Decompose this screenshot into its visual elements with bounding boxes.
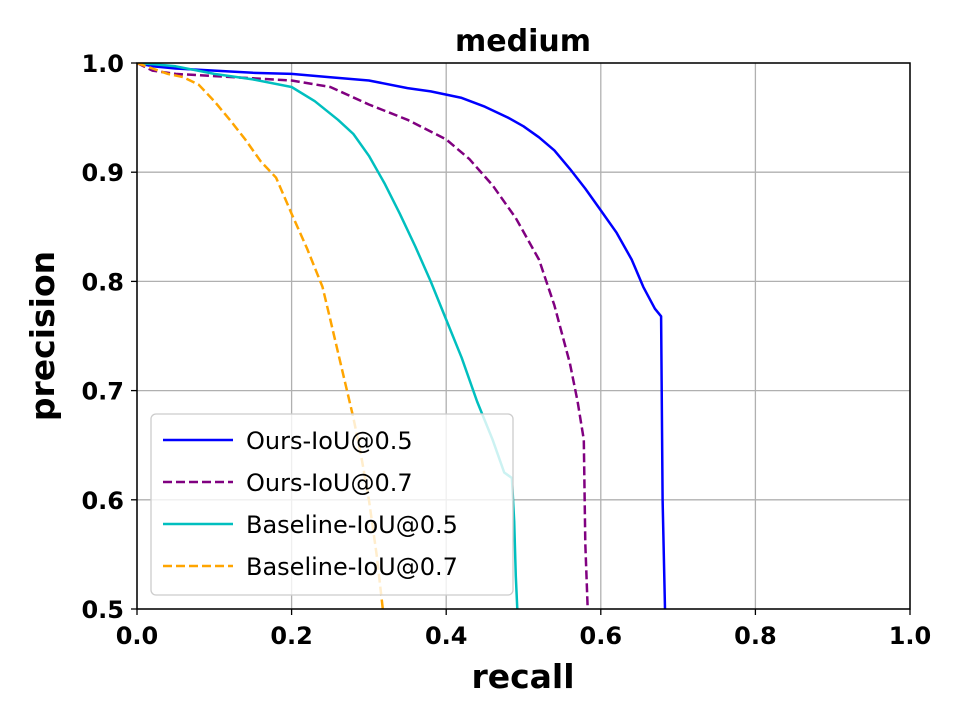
x-tick-label: 0.4 [425,622,468,650]
chart-title: medium [455,24,591,59]
x-tick-label: 0.8 [734,622,777,650]
y-axis-label: precision [23,251,62,421]
x-tick-label: 0.6 [580,622,623,650]
series-line-2 [137,63,589,609]
x-axis-label: recall [471,657,574,696]
plot-frame [136,62,911,610]
y-tick-label: 0.6 [81,487,124,515]
legend-box [150,413,514,596]
x-tick-label: 1.0 [889,622,932,650]
y-tick-label: 1.0 [81,50,124,78]
x-tick-label: 0.0 [116,622,159,650]
y-tick-label: 0.9 [81,159,124,187]
legend-label-4: Baseline-IoU@0.7 [246,553,458,581]
x-ticks: 0.0 0.2 0.4 0.6 0.8 1.0 [116,609,932,650]
series-line-4 [137,63,385,609]
legend-label-3: Baseline-IoU@0.5 [246,511,458,539]
series-line-1 [137,63,667,609]
y-tick-label: 0.5 [81,596,124,624]
legend-label-1: Ours-IoU@0.5 [246,427,413,455]
legend-label-2: Ours-IoU@0.7 [246,469,413,497]
y-ticks: 0.5 0.6 0.7 0.8 0.9 1.0 [81,50,137,624]
legend: Ours-IoU@0.5 Ours-IoU@0.7 Baseline-IoU@0.5… [150,413,514,596]
y-tick-label: 0.7 [81,378,124,406]
x-tick-label: 0.2 [270,622,313,650]
y-tick-label: 0.8 [81,268,124,296]
